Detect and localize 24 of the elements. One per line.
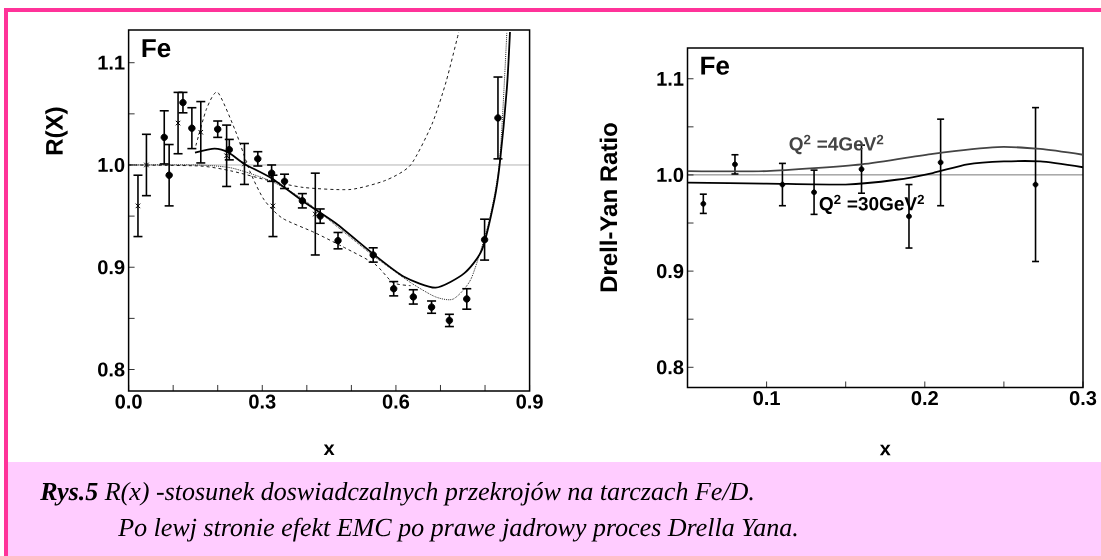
series-label: Q$^{2}$ =4GeV$^{2}$ — [789, 134, 884, 155]
text: Rys.5 R(x) -stosunek doswiadczalnych przekrojów na tarczach Fe/D. — [40, 481, 753, 506]
y-tick-label: 0.9 — [656, 264, 684, 279]
x-tick-label: 0.3 — [249, 394, 276, 409]
x-tick-label: 0.2 — [911, 391, 938, 406]
y-axis-title: Drell-Yan Ratio — [599, 123, 618, 292]
y-axis-title: R(X) — [45, 107, 68, 155]
y-tick-label: 1.0 — [657, 167, 684, 183]
y-tick-label: 1.0 — [98, 157, 125, 173]
text: Po lewj stronie efekt EMC po prawe jadrowy proces Drella Yana. — [118, 517, 797, 542]
x-axis-title: x — [323, 444, 335, 456]
y-tick-label: 0.9 — [98, 260, 125, 275]
annotation: Fe — [701, 56, 730, 75]
y-tick-label: 0.8 — [98, 362, 125, 377]
y-tick-label: 1.1 — [657, 71, 684, 86]
x-tick-label: 0.0 — [115, 394, 142, 409]
x-tick-label: 0.6 — [382, 394, 410, 409]
y-tick-label: 1.1 — [98, 55, 125, 70]
x-axis-title: x — [879, 444, 891, 456]
x-tick-label: 0.3 — [1069, 391, 1097, 406]
annotation: Fe — [142, 39, 171, 58]
x-tick-label: 0.9 — [516, 394, 543, 409]
y-tick-label: 0.8 — [656, 360, 684, 375]
x-tick-label: 0.1 — [753, 391, 780, 406]
